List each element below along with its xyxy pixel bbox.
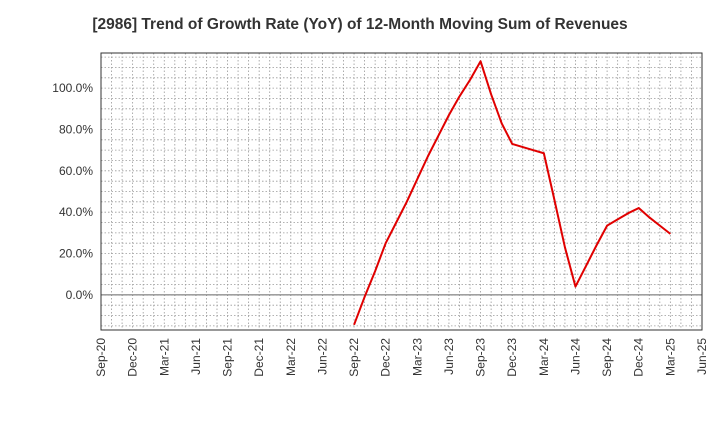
x-tick-label: Jun-21 xyxy=(189,338,203,375)
x-tick-label: Mar-23 xyxy=(410,338,424,376)
y-tick-label: 100.0% xyxy=(52,81,93,95)
series-line xyxy=(353,60,671,326)
x-tick-label: Mar-21 xyxy=(157,338,171,376)
x-tick-label: Sep-21 xyxy=(221,338,235,377)
x-tick-label: Jun-24 xyxy=(568,338,582,375)
x-tick-label: Dec-24 xyxy=(632,338,646,377)
x-tick-label: Jun-25 xyxy=(695,338,709,375)
x-tick-label: Mar-25 xyxy=(663,338,677,376)
series-layer xyxy=(353,60,671,326)
x-tick-label: Mar-24 xyxy=(537,338,551,376)
x-tick-label: Sep-22 xyxy=(347,338,361,377)
tick-labels: 0.0% 20.0% 40.0% 60.0% 80.0% 100.0% Sep-20 Dec-… xyxy=(52,81,709,377)
x-tick-label: Mar-22 xyxy=(284,338,298,376)
y-tick-label: 80.0% xyxy=(59,122,93,136)
x-tick-label: Dec-23 xyxy=(505,338,519,377)
gridlines xyxy=(100,53,703,330)
x-tick-label: Jun-22 xyxy=(315,338,329,375)
chart-title: [2986] Trend of Growth Rate (YoY) of 12-… xyxy=(92,16,628,33)
x-tick-label: Jun-23 xyxy=(442,338,456,375)
x-tick-label: Sep-23 xyxy=(474,338,488,377)
y-tick-label: 40.0% xyxy=(59,205,93,219)
y-tick-label: 60.0% xyxy=(59,164,93,178)
x-tick-label: Dec-22 xyxy=(379,338,393,377)
y-tick-label: 0.0% xyxy=(66,288,94,302)
plot-area-frame xyxy=(100,52,703,331)
x-tick-label: Sep-24 xyxy=(600,338,614,377)
y-tick-label: 20.0% xyxy=(59,247,93,261)
x-tick-label: Sep-20 xyxy=(94,338,108,377)
x-tick-label: Dec-21 xyxy=(252,338,266,377)
axes xyxy=(100,52,703,331)
x-tick-label: Dec-20 xyxy=(126,338,140,377)
